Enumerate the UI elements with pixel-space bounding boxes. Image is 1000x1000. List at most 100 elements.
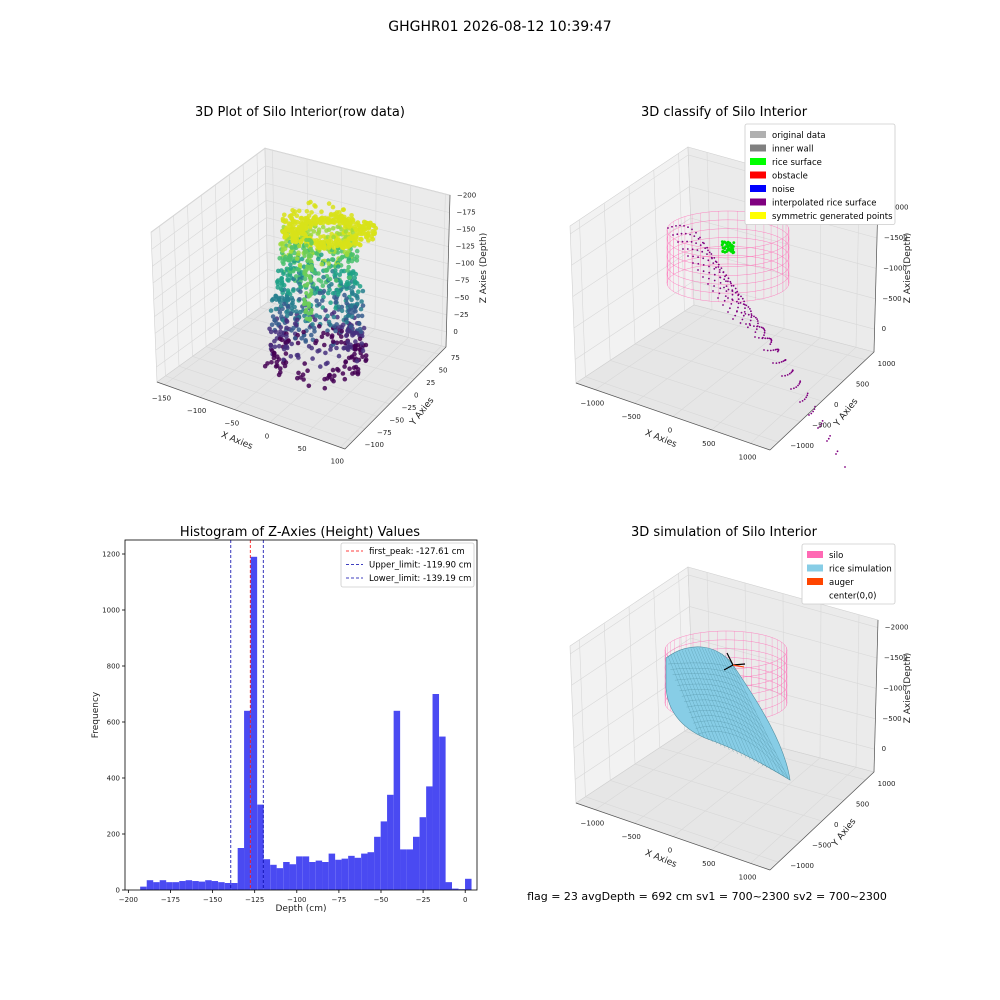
surface-meshline <box>693 648 738 755</box>
data-point <box>287 214 293 219</box>
interpolated-point <box>806 392 809 395</box>
data-point <box>310 322 315 327</box>
data-point <box>347 344 353 350</box>
data-point <box>344 301 350 306</box>
legend-frame <box>801 543 896 605</box>
data-point <box>321 294 326 300</box>
data-point <box>296 327 302 333</box>
histogram-reference-lines <box>230 540 264 890</box>
raw-data-3d-plot: 3D Plot of Silo Interior(row data) −150 −… <box>150 105 489 465</box>
interpolated-point <box>683 225 685 227</box>
interpolated-point <box>806 394 809 397</box>
histogram-bar <box>257 804 264 890</box>
data-point <box>302 361 308 366</box>
interpolated-point <box>766 349 769 352</box>
interpolated-point <box>727 297 729 299</box>
data-point <box>299 256 305 262</box>
data-point <box>283 360 289 365</box>
interpolated-point <box>675 225 677 227</box>
interpolated-point <box>686 240 688 243</box>
interpolated-point <box>820 422 823 425</box>
interpolated-point <box>717 266 720 268</box>
z-tick-label: −1500 <box>884 234 908 242</box>
z-tick-label: −150 <box>456 226 475 234</box>
data-point <box>344 282 349 288</box>
interpolated-point <box>732 318 734 320</box>
histogram-bar <box>452 888 459 890</box>
interpolated-point <box>725 280 727 282</box>
y-tick-label: 1000 <box>878 780 896 788</box>
legend-label: first_peak: -127.61 cm <box>369 547 465 557</box>
data-point <box>355 367 361 372</box>
rice-surface-point <box>721 243 724 246</box>
histogram-bar <box>211 881 219 890</box>
data-point <box>299 222 305 228</box>
interpolated-point <box>731 289 734 291</box>
legend-swatch <box>750 198 766 206</box>
histogram-bar <box>426 786 433 890</box>
data-point <box>332 272 338 278</box>
simulation-auger-marker <box>723 652 746 671</box>
data-point <box>319 252 324 258</box>
data-point <box>288 262 293 267</box>
data-point <box>281 282 287 288</box>
data-point <box>336 368 341 373</box>
interpolated-point <box>689 233 691 236</box>
interpolated-point <box>730 303 733 305</box>
interpolated-point <box>750 314 753 317</box>
histogram-bar <box>270 864 277 890</box>
y-tick-label: 75 <box>451 354 460 362</box>
x-tick-label: −25 <box>416 896 431 904</box>
interpolated-point <box>729 280 732 283</box>
surface-meshline <box>672 673 745 687</box>
data-point <box>361 325 367 331</box>
interpolated-point <box>719 287 722 290</box>
interpolated-point <box>736 310 738 313</box>
data-point <box>306 301 312 306</box>
data-point <box>279 314 284 319</box>
surface-meshline <box>693 720 781 762</box>
data-point <box>309 332 314 338</box>
surface-meshline <box>719 652 776 773</box>
interpolated-point <box>793 387 795 390</box>
interpolated-point <box>799 401 801 403</box>
interpolated-point <box>756 325 759 327</box>
interpolated-point <box>730 284 733 287</box>
histogram-bar <box>309 862 316 890</box>
data-point <box>353 345 358 351</box>
data-point <box>315 231 321 236</box>
y-tick-label: 500 <box>856 800 869 808</box>
histogram-bar <box>374 836 381 890</box>
data-point <box>298 215 304 221</box>
data-point <box>323 268 329 273</box>
surface-meshline <box>687 649 730 751</box>
data-point <box>358 236 363 242</box>
interpolated-point <box>713 268 716 270</box>
interpolated-point <box>692 262 694 264</box>
data-point <box>325 328 330 334</box>
data-point <box>337 221 343 226</box>
data-point <box>344 333 349 339</box>
data-point <box>295 340 301 346</box>
raw-plot-title: 3D Plot of Silo Interior(row data) <box>195 105 405 120</box>
data-point <box>307 274 312 279</box>
surface-meshline <box>691 715 777 754</box>
data-point <box>360 354 365 360</box>
data-point <box>295 317 300 323</box>
data-point <box>322 385 328 391</box>
data-point <box>301 231 306 237</box>
legend-frame <box>340 542 475 588</box>
interpolated-point <box>740 295 742 298</box>
data-point <box>295 256 300 261</box>
data-point <box>323 308 328 313</box>
interpolated-point <box>835 453 837 455</box>
data-point <box>282 301 287 307</box>
histogram-bar <box>400 849 407 890</box>
data-point <box>339 244 345 250</box>
y-tick-label: 1000 <box>878 360 896 368</box>
data-point <box>293 274 299 279</box>
legend-swatch <box>750 158 766 165</box>
data-point <box>296 250 301 255</box>
interpolated-point <box>826 440 828 442</box>
y-tick-label: 800 <box>107 663 120 671</box>
